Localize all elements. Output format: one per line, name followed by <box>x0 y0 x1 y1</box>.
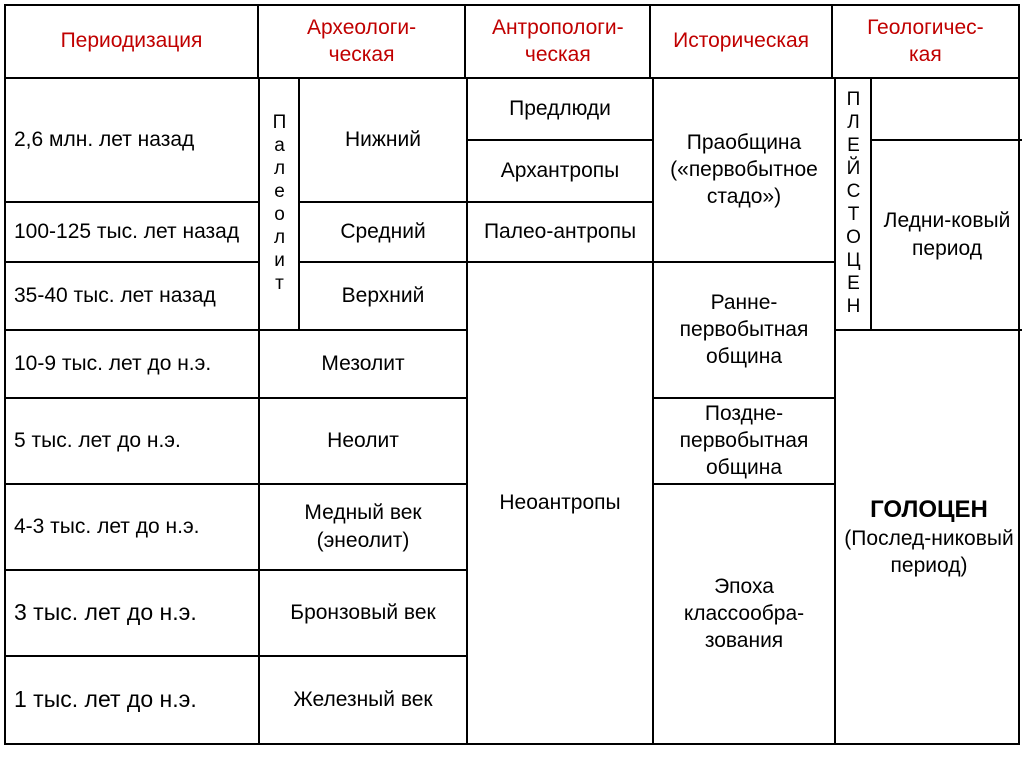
arch-lower: Нижний <box>300 79 468 203</box>
arch-bronze: Бронзовый век <box>260 571 468 657</box>
period-cell: 2,6 млн. лет назад <box>6 79 260 203</box>
header-text: Антропологи- ческая <box>492 14 624 69</box>
periodization-table: Периодизация Археологи- ческая Антрополо… <box>4 4 1020 745</box>
table-header-row: Периодизация Археологи- ческая Антрополо… <box>6 6 1018 79</box>
hist-late: Поздне-первобытная община <box>654 399 836 485</box>
period-cell: 35-40 тыс. лет назад <box>6 263 260 331</box>
holocene-title: ГОЛОЦЕН <box>870 494 988 525</box>
arch-upper: Верхний <box>300 263 468 331</box>
arch-neolithic: Неолит <box>260 399 468 485</box>
header-text: Археологи- ческая <box>307 14 416 69</box>
arch-iron: Железный век <box>260 657 468 743</box>
header-text: Историческая <box>673 29 809 53</box>
period-cell: 10-9 тыс. лет до н.э. <box>6 331 260 399</box>
holocene-sub: (Послед-никовый период) <box>844 525 1014 580</box>
header-geological: Геологичес- кая <box>833 6 1018 77</box>
period-cell: 5 тыс. лет до н.э. <box>6 399 260 485</box>
paleolit-vertical: Палеолит <box>260 79 300 331</box>
anthro-neo: Неоантропы <box>468 263 654 743</box>
geo-empty <box>872 79 1022 141</box>
geo-holocene: ГОЛОЦЕН (Послед-никовый период) <box>836 331 1022 743</box>
period-cell: 3 тыс. лет до н.э. <box>6 571 260 657</box>
arch-mesolithic: Мезолит <box>260 331 468 399</box>
arch-copper: Медный век (энеолит) <box>260 485 468 571</box>
header-periodization: Периодизация <box>6 6 259 77</box>
header-anthropological: Антропологи- ческая <box>466 6 651 77</box>
hist-praobshchina: Праобщина («первобытное стадо») <box>654 79 836 263</box>
hist-class: Эпоха классообра-зования <box>654 485 836 743</box>
header-historical: Историческая <box>651 6 832 77</box>
anthro-arkhantropy: Архантропы <box>468 141 654 203</box>
period-cell: 1 тыс. лет до н.э. <box>6 657 260 743</box>
header-text: Геологичес- кая <box>867 14 984 69</box>
table-body: 2,6 млн. лет назад Палеолит Нижний Предл… <box>6 79 1018 743</box>
period-cell: 4-3 тыс. лет до н.э. <box>6 485 260 571</box>
pleistocene-vertical: ПЛЕЙСТОЦЕН <box>836 79 872 331</box>
anthro-predlyudi: Предлюди <box>468 79 654 141</box>
period-cell: 100-125 тыс. лет назад <box>6 203 260 263</box>
hist-early: Ранне-первобытная община <box>654 263 836 399</box>
header-archaeological: Археологи- ческая <box>259 6 466 77</box>
anthro-paleo: Палео-антропы <box>468 203 654 263</box>
header-text: Периодизация <box>61 29 203 53</box>
geo-ice-age: Ледни-ковый период <box>872 141 1022 331</box>
arch-middle: Средний <box>300 203 468 263</box>
